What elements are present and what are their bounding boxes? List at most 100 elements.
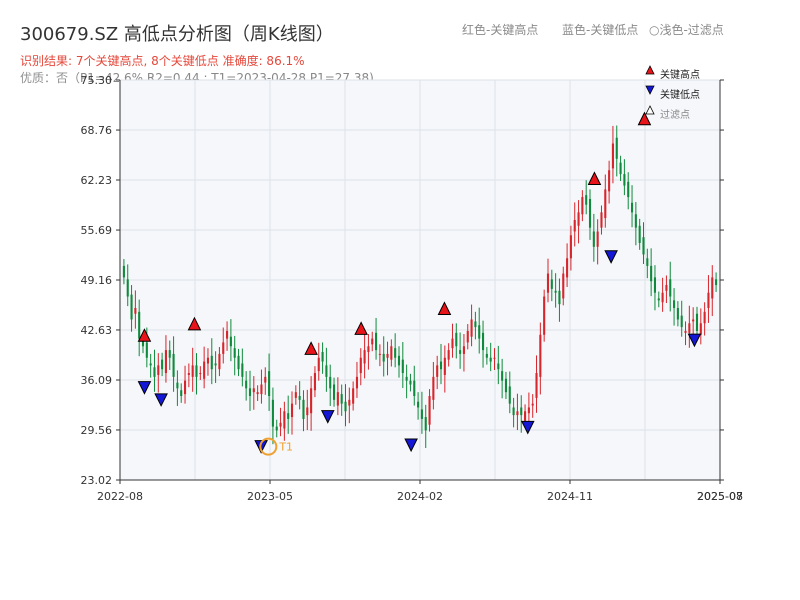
candles <box>122 125 718 449</box>
tick-labels: 23.02 29.56 36.09 42.63 49.16 55.69 62.23 68.76… <box>81 74 743 503</box>
candle-body-11 <box>164 350 167 374</box>
candle-body-37 <box>264 376 267 383</box>
candle-body-151 <box>699 323 702 335</box>
key-high-marker-6 <box>637 111 652 126</box>
candle-body-91 <box>470 319 473 337</box>
candle-body-10 <box>161 359 164 370</box>
y-tick-label-3: 42.63 <box>81 324 113 337</box>
candle-body-83 <box>439 361 443 370</box>
candle-body-93 <box>478 325 481 339</box>
key-low-marker-0 <box>137 381 152 395</box>
legend-key-low-label: 关键低点 <box>660 90 700 101</box>
legend-key-high-text: 红色-关键高点 <box>462 23 539 37</box>
y-tick-label-7: 68.76 <box>81 124 113 137</box>
candle-body-77 <box>417 401 420 408</box>
candle-body-61 <box>355 376 359 389</box>
candle-body-118 <box>573 220 576 232</box>
candle-body-102 <box>512 407 515 416</box>
candle-body-15 <box>180 390 183 396</box>
chart-title: 300679.SZ 高低点分析图（周K线图） <box>20 24 334 45</box>
candle-body-81 <box>432 376 435 400</box>
candle-body-153 <box>707 292 710 309</box>
candle-body-92 <box>474 321 477 328</box>
candle-body-51 <box>317 357 320 372</box>
candle-body-26 <box>222 342 225 354</box>
candle-body-139 <box>653 277 657 293</box>
legend-filtered-text: ○浅色-过滤点 <box>649 23 724 37</box>
candle-body-89 <box>462 346 465 354</box>
key-high-marker-4 <box>437 301 452 316</box>
key-high-marker-0 <box>137 328 152 342</box>
recognition-result: 识别结果: 7个关键高点, 8个关键低点 准确度: 86.1% <box>20 54 305 68</box>
candle-body-64 <box>367 346 370 352</box>
candle-body-120 <box>581 197 584 215</box>
candle-body-56 <box>336 392 339 406</box>
x-tick-label-2: 2024-02 <box>397 490 443 503</box>
candle-body-60 <box>352 388 355 404</box>
candle-body-127 <box>608 170 611 192</box>
candle-body-45 <box>294 392 297 398</box>
key-low-marker-4 <box>404 438 418 453</box>
candle-body-87 <box>455 332 458 347</box>
key-low-marker-3 <box>320 410 335 424</box>
candle-body-24 <box>214 363 217 366</box>
candle-body-116 <box>566 258 569 278</box>
candle-body-125 <box>600 212 603 228</box>
legend-key-high-label: 关键高点 <box>660 70 700 81</box>
y-tick-label-6: 62.23 <box>81 174 113 187</box>
candle-body-72 <box>397 355 401 366</box>
candle-body-152 <box>703 311 706 324</box>
y-tick-label-8: 75.30 <box>81 74 113 87</box>
quality-label: 优质：否 <box>20 71 69 85</box>
candle-body-29 <box>233 348 236 358</box>
candle-body-36 <box>260 384 263 395</box>
candle-body-54 <box>329 376 332 389</box>
candle-body-155 <box>715 279 718 286</box>
candle-body-57 <box>340 394 343 404</box>
candle-body-133 <box>630 202 634 213</box>
candle-body-38 <box>268 371 271 396</box>
candle-body-34 <box>252 388 255 393</box>
candle-body-117 <box>569 235 572 259</box>
candle-body-110 <box>543 296 546 335</box>
candle-body-143 <box>669 279 672 297</box>
candle-body-141 <box>661 292 664 303</box>
candle-body-43 <box>287 413 290 419</box>
candle-body-90 <box>466 330 469 343</box>
candle-body-144 <box>673 300 676 309</box>
candle-body-142 <box>665 285 668 291</box>
candle-body-101 <box>508 386 511 404</box>
candle-body-66 <box>375 332 378 351</box>
key-high-marker-3 <box>354 321 368 335</box>
candle-body-1 <box>126 279 129 297</box>
candle-body-16 <box>183 380 187 395</box>
candle-body-149 <box>692 319 695 322</box>
candle-body-78 <box>420 409 423 419</box>
candle-body-70 <box>390 346 393 360</box>
candle-body-122 <box>588 198 592 228</box>
candle-body-20 <box>199 373 202 375</box>
t1-ring <box>259 437 278 456</box>
candle-body-6 <box>145 342 148 358</box>
candle-body-62 <box>359 357 362 374</box>
candle-body-71 <box>394 348 397 358</box>
candle-body-99 <box>501 371 504 381</box>
candle-body-132 <box>627 181 630 198</box>
legend-key-low-text: 蓝色-关键低点 <box>562 23 639 37</box>
legend-symbols <box>645 65 655 115</box>
candle-body-18 <box>191 365 194 377</box>
candle-body-128 <box>611 143 614 169</box>
candle-body-95 <box>485 353 488 358</box>
key-high-marker-5 <box>587 171 602 185</box>
candle-body-44 <box>290 403 294 418</box>
x-tick-label-1: 2023-05 <box>247 490 293 503</box>
candle-body-3 <box>134 308 137 314</box>
candle-body-104 <box>520 407 523 416</box>
candle-body-8 <box>153 367 156 377</box>
legend-high-symbol <box>645 65 655 75</box>
candle-body-22 <box>206 357 210 364</box>
candle-body-67 <box>378 353 381 355</box>
candle-body-84 <box>443 357 446 375</box>
candle-body-28 <box>229 336 232 347</box>
